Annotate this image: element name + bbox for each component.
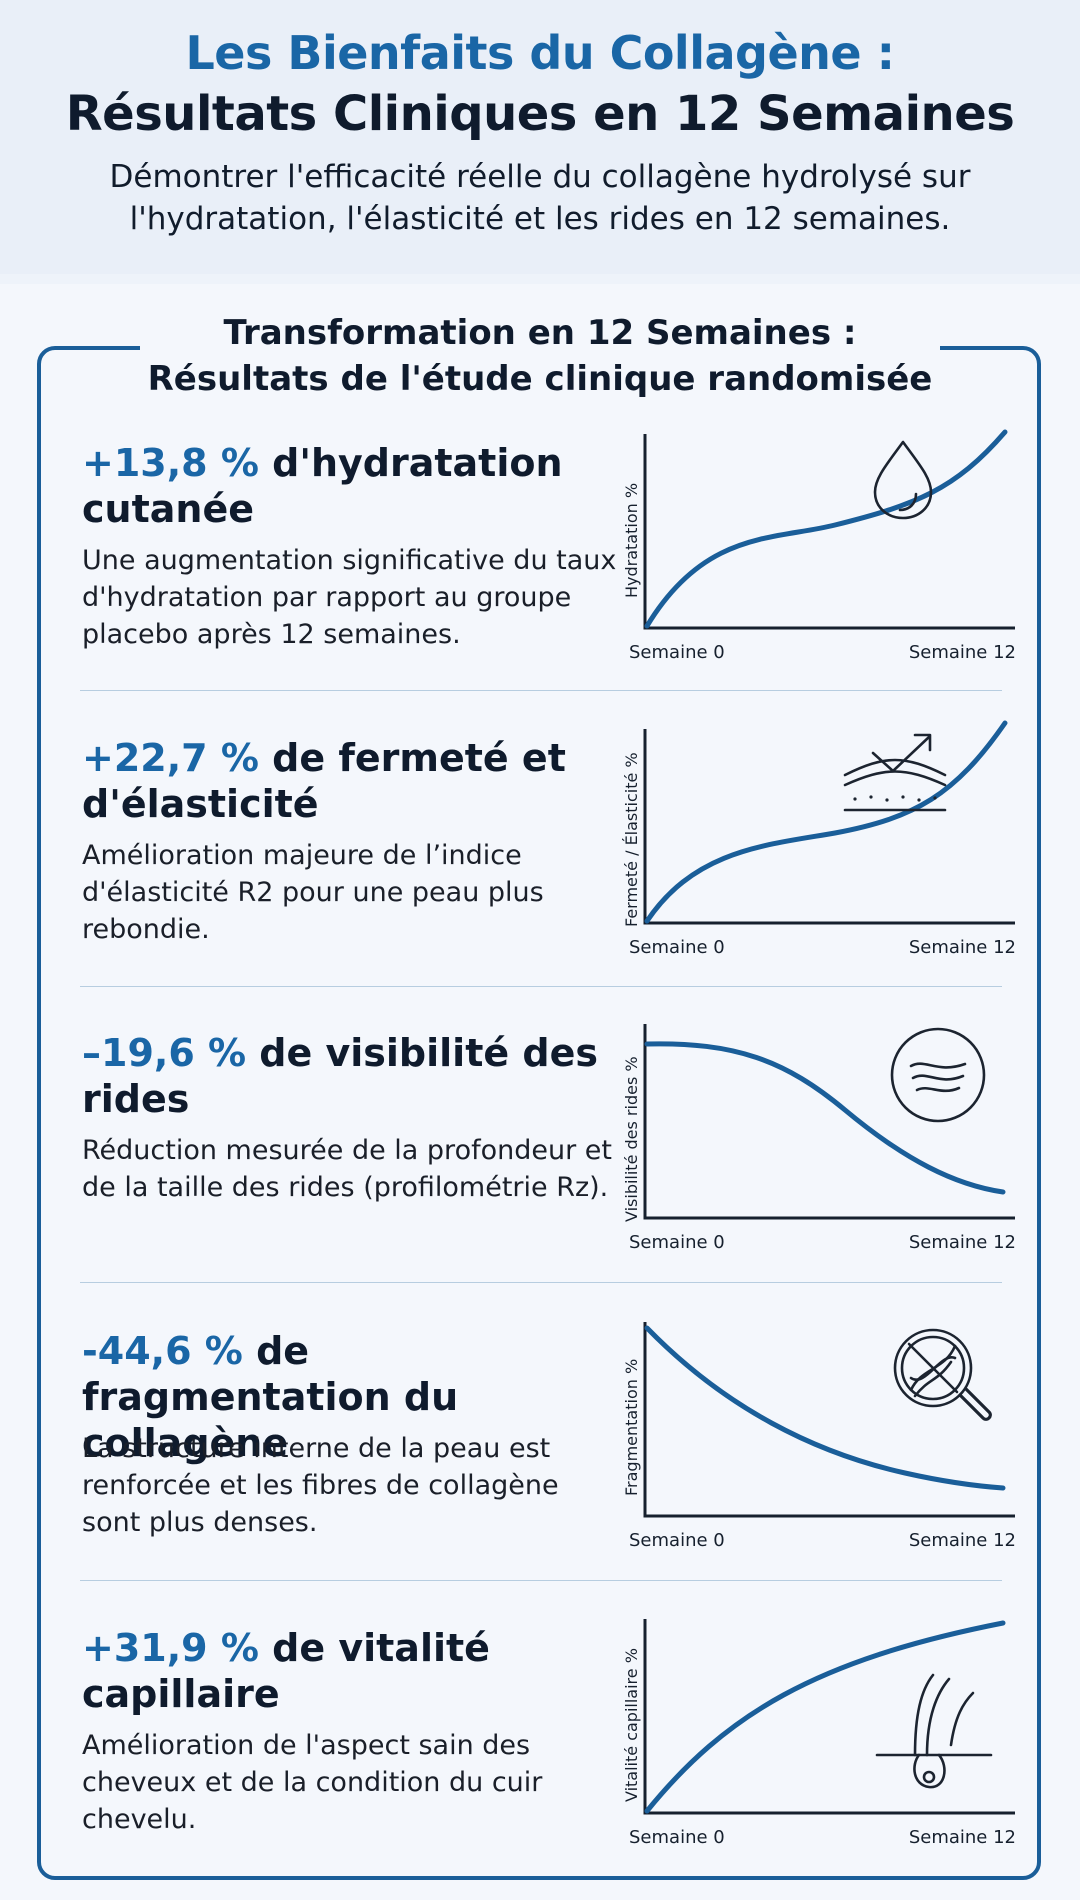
result-headline: –19,6 % de visibilité des rides: [82, 1030, 622, 1122]
result-stat: -44,6 %: [82, 1329, 243, 1373]
chart-x-end: Semaine 12: [909, 1827, 1015, 1848]
section-title: Transformation en 12 Semaines : Résultat…: [140, 310, 940, 402]
trend-curve: [644, 1620, 1006, 1814]
trend-chart: Vitalité capillaire % Semaine 0 Semaine …: [615, 1605, 1015, 1850]
page-subtitle: Démontrer l'efficacité réelle du collagè…: [109, 159, 971, 237]
result-stat: +22,7 %: [82, 736, 259, 780]
chart-x-start: Semaine 0: [629, 1827, 725, 1848]
result-headline: +22,7 % de fermeté et d'élasticité: [82, 735, 622, 827]
trend-curve: [644, 1041, 1006, 1195]
chart-ylabel: Fragmentation %: [622, 1359, 641, 1496]
row-divider: [80, 986, 1002, 987]
chart-x-end: Semaine 12: [909, 642, 1015, 663]
chart-x-end: Semaine 12: [909, 1530, 1015, 1551]
chart-x-start: Semaine 0: [629, 1232, 725, 1253]
chart-ylabel: Hydratation %: [622, 483, 641, 598]
chart-x-start: Semaine 0: [629, 1530, 725, 1551]
result-hair-vitality: +31,9 % de vitalité capillaire Améliorat…: [80, 1619, 1015, 1900]
main-panel: [0, 284, 1080, 1900]
result-stat: +13,8 %: [82, 441, 259, 485]
trend-chart: Visibilité des rides % Semaine 0 Semaine…: [615, 1010, 1015, 1255]
result-headline: +31,9 % de vitalité capillaire: [82, 1625, 622, 1717]
trend-curve: [644, 1325, 1006, 1491]
result-stat: –19,6 %: [82, 1031, 247, 1075]
magnifier-fiber-icon: [893, 1328, 992, 1421]
result-description: Réduction mesurée de la profondeur et de…: [82, 1135, 612, 1203]
result-hydration: +13,8 % d'hydratation cutanée Une augmen…: [80, 429, 1015, 736]
trend-curve: [644, 429, 1008, 629]
page-title-line1: Les Bienfaits du Collagène :: [185, 26, 896, 80]
chart-ylabel: Vitalité capillaire %: [622, 1648, 641, 1802]
result-wrinkles: –19,6 % de visibilité des rides Réductio…: [80, 1024, 1015, 1326]
trend-curve: [644, 720, 1008, 924]
chart-axes: [643, 1619, 1015, 1815]
result-headline-text: de visibilité des rides: [82, 1031, 598, 1121]
chart-x-start: Semaine 0: [629, 937, 725, 958]
skin-firmness-icon: [843, 733, 947, 812]
row-divider: [80, 1282, 1002, 1283]
result-fragmentation: -44,6 % de fragmentation du collagène La…: [80, 1322, 1015, 1624]
result-headline-text: de fragmentation du collagène: [82, 1329, 459, 1465]
chart-x-end: Semaine 12: [909, 1232, 1015, 1253]
chart-ylabel: Visibilité des rides %: [622, 1056, 641, 1222]
result-description: Amélioration de l'aspect sain des cheveu…: [82, 1730, 543, 1835]
chart-axes: [643, 434, 1015, 630]
chart-ylabel: Fermeté / Élasticité %: [622, 752, 641, 927]
result-description: Amélioration majeure de l’indice d'élast…: [82, 840, 544, 945]
result-headline-text: de vitalité capillaire: [82, 1626, 490, 1716]
row-divider: [80, 690, 1002, 691]
trend-chart: Fragmentation % Semaine 0 Semaine 12: [615, 1308, 1015, 1553]
result-firmness: +22,7 % de fermeté et d'élasticité Améli…: [80, 720, 1015, 1031]
result-headline: +13,8 % d'hydratation cutanée: [82, 440, 622, 532]
trend-chart: Fermeté / Élasticité % Semaine 0 Semaine…: [615, 715, 1015, 960]
page-title-line2: Résultats Cliniques en 12 Semaines: [65, 86, 1015, 142]
result-description: Une augmentation significative du taux d…: [82, 545, 617, 650]
hair-follicle-icon: [875, 1673, 993, 1789]
result-description: La structure interne de la peau est renf…: [82, 1433, 559, 1538]
result-headline: -44,6 % de fragmentation du collagène: [82, 1328, 622, 1466]
wrinkle-circle-icon: [890, 1027, 986, 1123]
chart-x-start: Semaine 0: [629, 642, 725, 663]
chart-axes: [643, 1322, 1015, 1518]
chart-axes: [643, 729, 1015, 925]
chart-x-end: Semaine 12: [909, 937, 1015, 958]
trend-chart: Hydratation % Semaine 0 Semaine 12: [615, 420, 1015, 665]
result-headline-text: d'hydratation cutanée: [82, 441, 563, 531]
row-divider: [80, 1580, 1002, 1581]
water-drop-icon: [873, 440, 933, 520]
result-stat: +31,9 %: [82, 1626, 259, 1670]
page-header: Les Bienfaits du Collagène : Résultats C…: [0, 0, 1080, 274]
chart-axes: [643, 1024, 1015, 1220]
result-headline-text: de fermeté et d'élasticité: [82, 736, 566, 826]
